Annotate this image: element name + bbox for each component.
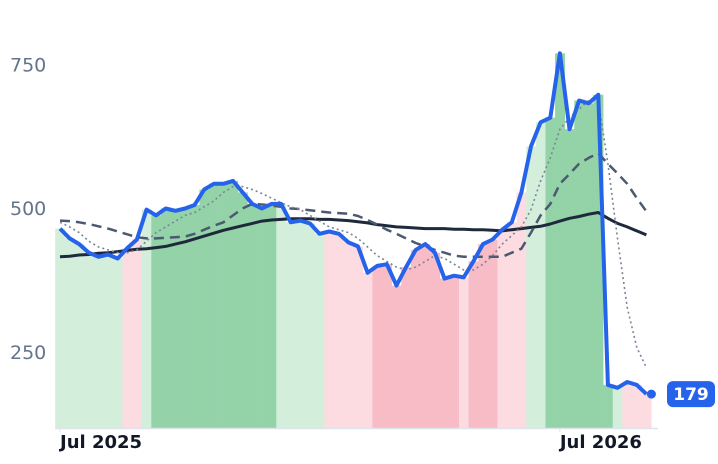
background-bar — [555, 53, 565, 428]
background-bar — [170, 210, 181, 428]
y-tick-label: 500 — [10, 198, 46, 220]
background-bar — [382, 264, 392, 428]
background-bar — [507, 222, 517, 428]
background-bar — [247, 203, 258, 428]
background-bar — [103, 254, 114, 428]
background-bar — [631, 384, 642, 428]
background-bar — [84, 252, 94, 428]
background-bar — [257, 208, 267, 428]
y-tick-label: 250 — [10, 342, 46, 364]
y-tick-label: 750 — [10, 54, 46, 76]
background-bar — [343, 242, 354, 428]
background-bar — [199, 189, 210, 428]
background-bar — [276, 203, 287, 428]
background-bar — [458, 277, 469, 428]
last-value-label: 179 — [673, 385, 709, 405]
background-bar — [64, 238, 75, 428]
background-bar — [353, 246, 364, 428]
background-bar — [295, 220, 306, 428]
background-bar — [324, 231, 335, 428]
background-bar — [180, 208, 191, 428]
x-tick-label: Jul 2026 — [558, 432, 642, 453]
background-bar — [189, 205, 200, 428]
background-bar — [449, 275, 460, 428]
background-bar — [122, 248, 133, 428]
last-point — [646, 389, 656, 399]
series-line — [59, 152, 648, 259]
background-bar — [372, 265, 383, 428]
last-value-badge — [667, 381, 715, 408]
background-bar — [526, 146, 537, 428]
background-bar — [622, 382, 633, 428]
background-bar — [362, 272, 373, 428]
background-bar — [564, 129, 575, 428]
background-bar — [583, 103, 594, 428]
background-bar — [612, 387, 623, 428]
background-bar — [305, 223, 316, 428]
background-bar — [74, 244, 85, 428]
background-bar — [641, 394, 652, 428]
background-bar — [439, 278, 450, 428]
background-bar — [574, 100, 585, 428]
background-bar — [487, 239, 498, 428]
background-bar — [160, 208, 171, 428]
background-bar — [430, 252, 441, 428]
background-bar — [535, 122, 546, 428]
background-bar — [141, 209, 152, 428]
background-bar — [93, 256, 104, 428]
series-line — [58, 51, 648, 396]
background-bar — [516, 192, 527, 428]
background-bar — [603, 384, 614, 428]
background-bar — [478, 244, 489, 428]
background-bar — [209, 183, 219, 428]
background-bar — [151, 215, 162, 428]
background-bar — [545, 117, 556, 429]
background-bar — [410, 249, 421, 428]
x-tick-label: Jul 2025 — [58, 432, 142, 453]
background-bar — [266, 203, 277, 428]
background-bar — [218, 183, 229, 428]
series-line — [59, 211, 647, 259]
foreground: 250 500 750 Jul 2025 Jul 2026 179 — [10, 54, 715, 453]
background-bar — [333, 233, 344, 428]
series-line — [59, 99, 648, 369]
background-bar — [55, 228, 66, 428]
background-bars — [55, 53, 652, 429]
background-bar — [593, 94, 604, 428]
background-bar — [237, 192, 248, 428]
lines — [58, 51, 648, 396]
background-bar — [401, 267, 412, 428]
background-bar — [132, 239, 143, 428]
background-bar — [468, 261, 479, 428]
background-bar — [420, 244, 431, 428]
background-bar — [497, 229, 508, 428]
background-bar — [314, 233, 325, 428]
background-bar — [228, 180, 239, 428]
background-bar — [285, 222, 296, 428]
background-bar — [112, 258, 123, 428]
background-bar — [391, 285, 402, 428]
